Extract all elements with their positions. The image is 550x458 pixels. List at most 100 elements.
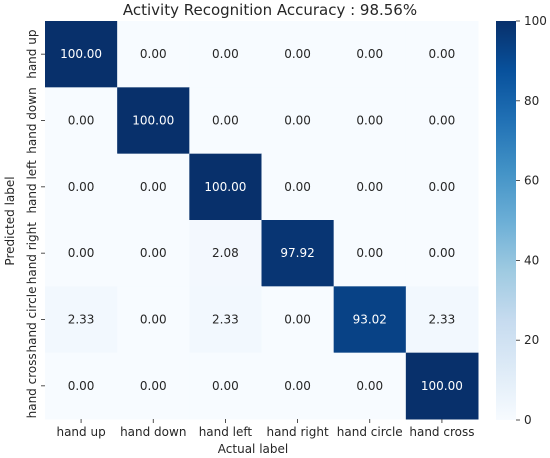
cell-value-label: 0.00 (429, 114, 456, 128)
heatmap-cell (333, 286, 407, 354)
heatmap-cell (333, 352, 407, 420)
cell-value-label: 97.92 (280, 246, 314, 260)
heatmap-cell (189, 153, 262, 221)
x-tick-label: hand left (199, 425, 253, 439)
x-tick-label: hand cross (409, 425, 474, 439)
cell-value-label: 0.00 (212, 114, 239, 128)
cell-value-label: 0.00 (429, 47, 456, 61)
heatmap-cell (117, 153, 190, 221)
heatmap-cell (189, 87, 262, 155)
y-tick-label: hand cross (25, 353, 39, 418)
cell-value-label: 0.00 (284, 114, 311, 128)
cell-value-label: 0.00 (68, 246, 95, 260)
heatmap-cell (189, 352, 262, 420)
cell-value-label: 100.00 (421, 379, 463, 393)
heatmap-cell (45, 153, 118, 221)
heatmap-cell (45, 220, 118, 287)
cell-value-label: 0.00 (284, 379, 311, 393)
heatmap-cells (45, 21, 479, 420)
x-axis-label: Actual label (218, 442, 288, 456)
cell-value-label: 0.00 (68, 114, 95, 128)
colorbar-tick-label: 60 (524, 174, 539, 188)
heatmap-cell (405, 153, 479, 221)
cell-value-label: 0.00 (140, 313, 167, 327)
heatmap-cell (405, 87, 479, 155)
heatmap-cell (405, 21, 479, 88)
x-tick-label: hand up (56, 425, 105, 439)
colorbar-tick-label: 0 (524, 413, 532, 427)
heatmap-cell (333, 21, 407, 88)
y-axis-label: Predicted label (3, 176, 17, 265)
heatmap-cell (117, 87, 190, 155)
cell-value-label: 0.00 (429, 246, 456, 260)
cell-value-label: 0.00 (356, 114, 383, 128)
cell-value-label: 0.00 (284, 313, 311, 327)
y-tick-label: hand left (25, 160, 39, 214)
y-tick-label: hand up (25, 30, 39, 79)
colorbar (496, 21, 516, 420)
cell-value-label: 2.33 (212, 313, 239, 327)
heatmap-cell (45, 21, 118, 88)
cell-value-label: 0.00 (284, 180, 311, 194)
cell-value-label: 0.00 (356, 47, 383, 61)
cell-value-label: 0.00 (140, 180, 167, 194)
cell-value-label: 2.33 (429, 313, 456, 327)
x-tick-label: hand right (266, 425, 328, 439)
cell-value-label: 100.00 (60, 47, 102, 61)
y-tick-label: hand right (25, 222, 39, 284)
heatmap-cell (261, 21, 335, 88)
heatmap-cell (333, 220, 407, 287)
heatmap-cell (333, 153, 407, 221)
colorbar-tick-label: 40 (524, 253, 539, 267)
cell-value-label: 0.00 (140, 47, 167, 61)
x-axis-ticks: hand up hand down hand left hand right hand … (56, 419, 474, 439)
heatmap-cell (117, 352, 190, 420)
heatmap-cell (333, 87, 407, 155)
heatmap-cell (189, 21, 262, 88)
heatmap-cell (45, 352, 118, 420)
heatmap-cell (189, 286, 262, 354)
cell-value-label: 0.00 (68, 180, 95, 194)
heatmap-cell (117, 220, 190, 287)
cell-value-label: 0.00 (212, 379, 239, 393)
heatmap-cell (45, 87, 118, 155)
cell-value-labels: 100.00 0.00 0.00 0.00 0.00 0.00 0.00 100.00 0.00… (60, 47, 463, 393)
colorbar-tick-label: 80 (524, 94, 539, 108)
colorbar-tick-label: 20 (524, 333, 539, 347)
heatmap-cell (405, 286, 479, 354)
cell-value-label: 0.00 (356, 379, 383, 393)
y-axis-ticks: hand up hand down hand left hand right hand … (25, 30, 45, 418)
cell-value-label: 0.00 (429, 180, 456, 194)
cell-value-label: 0.00 (356, 180, 383, 194)
cell-value-label: 100.00 (132, 114, 174, 128)
x-tick-label: hand circle (337, 425, 403, 439)
heatmap-cell (45, 286, 118, 354)
heatmap-cell (261, 352, 335, 420)
heatmap-cell (405, 352, 479, 420)
heatmap-cell (117, 286, 190, 354)
colorbar-ticks: 0 20 40 60 80 100 (516, 14, 547, 427)
cell-value-label: 0.00 (68, 379, 95, 393)
heatmap-cell (261, 220, 335, 287)
cell-value-label: 0.00 (284, 47, 311, 61)
heatmap-cell (189, 220, 262, 287)
cell-value-label: 0.00 (140, 246, 167, 260)
x-tick-label: hand down (120, 425, 186, 439)
cell-value-label: 2.08 (212, 246, 239, 260)
heatmap-cell (117, 21, 190, 88)
heatmap-cell (405, 220, 479, 287)
heatmap-cell (261, 286, 335, 354)
cell-value-label: 0.00 (140, 379, 167, 393)
colorbar-tick-label: 100 (524, 14, 547, 28)
chart-title: Activity Recognition Accuracy : 98.56% (123, 1, 417, 19)
y-tick-label: hand down (25, 87, 39, 153)
cell-value-label: 93.02 (353, 313, 387, 327)
y-tick-label: hand circle (25, 287, 39, 353)
heatmap-cell (261, 153, 335, 221)
cell-value-label: 0.00 (356, 246, 383, 260)
cell-value-label: 100.00 (204, 180, 246, 194)
heatmap-cell (261, 87, 335, 155)
cell-value-label: 0.00 (212, 47, 239, 61)
cell-value-label: 2.33 (68, 313, 95, 327)
